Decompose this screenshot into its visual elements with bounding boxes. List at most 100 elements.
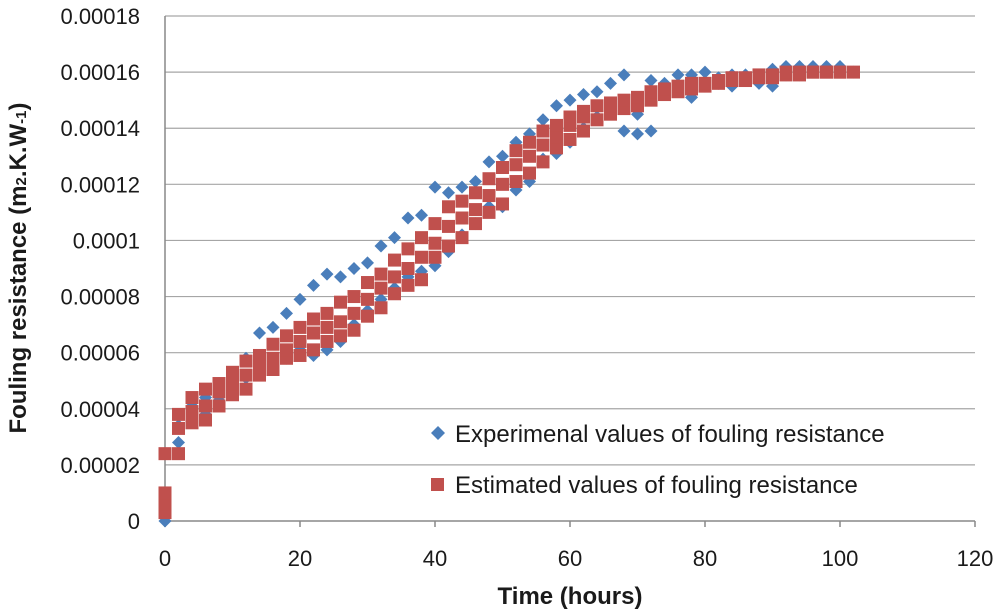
estimated-point (523, 135, 536, 149)
estimated-point (158, 447, 172, 461)
estimated-point (536, 138, 550, 152)
estimated-point (523, 149, 536, 163)
x-axis-title: Time (hours) (498, 583, 643, 610)
estimated-point (428, 236, 442, 250)
estimated-point (239, 368, 253, 382)
estimated-point (469, 217, 482, 231)
estimated-point (253, 360, 266, 374)
experimental-point (307, 278, 320, 292)
estimated-point (307, 312, 320, 326)
estimated-point (469, 186, 482, 200)
estimated-point (320, 306, 334, 320)
estimated-point (199, 382, 212, 396)
estimated-point (334, 329, 347, 343)
estimated-point (442, 219, 455, 233)
y-tick-labels: 0 0.00002 0.00004 0.00006 0.00008 0.0001 0.000… (60, 4, 140, 534)
estimated-point (455, 211, 469, 225)
y-axis-title-part-5: ) (5, 102, 32, 110)
estimated-point (307, 326, 320, 340)
estimated-point (509, 158, 523, 172)
experimental-point (482, 155, 496, 169)
estimated-point (779, 65, 793, 79)
experimental-point (496, 149, 509, 163)
estimated-point (847, 65, 860, 79)
estimated-point (293, 320, 307, 334)
estimated-point (374, 281, 388, 295)
estimated-point (361, 276, 374, 290)
estimated-point (509, 175, 523, 189)
experimental-point (361, 256, 374, 270)
experimental-point (253, 326, 266, 340)
experimental-point (590, 85, 604, 99)
x-tick-label: 0 (159, 546, 171, 571)
estimated-point (766, 68, 779, 82)
estimated-point (671, 79, 685, 93)
estimated-point (361, 292, 374, 306)
legend: Experimenal values of fouling resistance… (431, 421, 885, 499)
legend-square-marker (431, 478, 444, 491)
estimated-point (428, 250, 442, 264)
y-tick-label: 0.00006 (60, 341, 140, 366)
experimental-point (293, 292, 307, 306)
estimated-point (253, 348, 266, 362)
experimental-point (550, 99, 563, 113)
experimental-point (320, 267, 334, 281)
estimated-point (455, 231, 469, 245)
estimated-point (590, 99, 604, 113)
estimated-point (199, 399, 212, 413)
estimated-point (685, 76, 698, 90)
estimated-point (550, 141, 563, 155)
estimated-point (793, 65, 806, 79)
legend-label-experimental: Experimenal values of fouling resistance (455, 421, 885, 448)
experimental-point (671, 68, 685, 82)
y-axis-title-part-1: Fouling resistance (m (5, 185, 32, 433)
estimated-point (509, 144, 523, 158)
estimated-point (374, 301, 388, 315)
estimated-point (712, 74, 725, 88)
estimated-point (482, 205, 496, 219)
estimated-point (185, 391, 199, 405)
estimated-point (428, 217, 442, 231)
x-tick-label: 20 (288, 546, 312, 571)
estimated-point (415, 250, 428, 264)
estimated-point (523, 166, 536, 180)
estimated-point (185, 416, 199, 430)
experimental-point (469, 175, 482, 189)
estimated-point (172, 421, 185, 435)
estimated-point (590, 113, 604, 127)
y-tick-label: 0.00018 (60, 4, 140, 29)
y-axis-title-sub-4: -1 (13, 110, 30, 123)
estimated-point (725, 71, 739, 85)
x-tick-label: 40 (423, 546, 447, 571)
experimental-point (401, 211, 415, 225)
y-tick-label: 0.00008 (60, 285, 140, 310)
estimated-point (496, 161, 509, 174)
estimated-point (226, 377, 239, 391)
estimated-point (469, 203, 482, 217)
estimated-point (563, 110, 577, 124)
estimated-point (415, 273, 428, 287)
y-tick-label: 0.00012 (60, 172, 140, 197)
x-tick-label: 60 (558, 546, 582, 571)
y-tick-label: 0.00002 (60, 453, 140, 478)
estimated-point (550, 130, 563, 144)
legend-diamond-marker (431, 426, 445, 440)
estimated-point (820, 65, 833, 79)
estimated-point (604, 96, 617, 110)
series-estimated (158, 65, 860, 520)
estimated-point (442, 200, 455, 214)
estimated-point (266, 363, 280, 376)
y-tick-label: 0.00016 (60, 60, 140, 85)
estimated-point (455, 194, 469, 208)
axes (164, 16, 975, 527)
estimated-point (307, 343, 320, 357)
estimated-point (644, 85, 658, 99)
estimated-point (239, 382, 253, 396)
experimental-point (266, 320, 280, 334)
y-tick-label: 0 (128, 509, 140, 534)
estimated-point (361, 309, 374, 323)
experimental-point (172, 435, 185, 449)
estimated-point (226, 388, 239, 402)
estimated-point (401, 262, 415, 275)
